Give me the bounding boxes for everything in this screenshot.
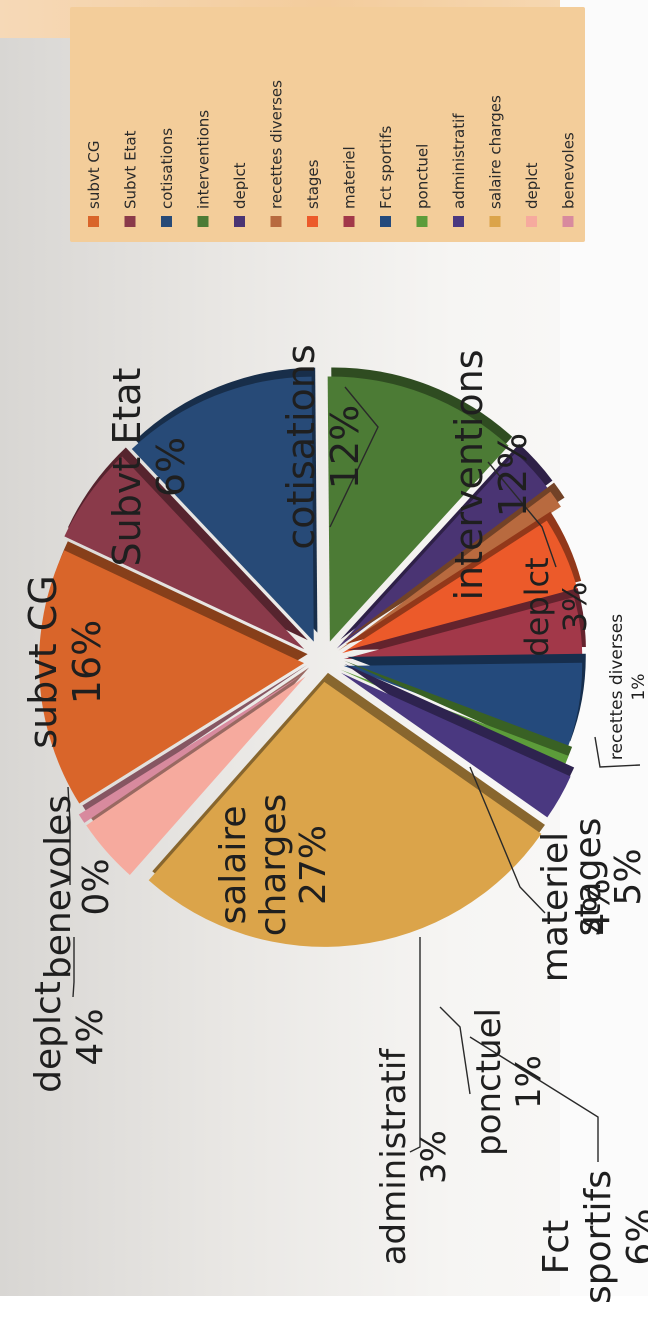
slice-label: benevoles0% [38, 795, 117, 979]
legend-swatch [270, 216, 282, 227]
slice-label: salairecharges27% [213, 794, 334, 937]
leader-line [329, 386, 379, 528]
legend-label: materiel [341, 146, 359, 209]
legend-label: Fct sportifs [377, 125, 395, 209]
slice-label: Fctsportifs6% [536, 1170, 648, 1304]
legend-label: interventions [195, 110, 213, 209]
legend-label: cotisations [158, 128, 176, 209]
legend-swatch [197, 216, 209, 227]
leader-line [439, 1006, 471, 1095]
legend-label: recettes diverses [268, 80, 286, 209]
legend-label: benevoles [560, 132, 578, 209]
leader-line [487, 461, 557, 568]
pie-slice-deplct [86, 676, 306, 875]
legend-swatch [234, 216, 245, 227]
pie-slice-stages [342, 520, 578, 654]
leader-line [409, 937, 421, 1153]
pie-slice-subvt-cg [39, 550, 305, 804]
legend-swatch [416, 216, 428, 227]
legend-label: deplct [523, 162, 541, 209]
legend-label: salaire charges [487, 95, 505, 209]
legend-swatch [453, 216, 464, 227]
slice-label: Subvt Etat6% [105, 368, 193, 567]
legend-swatch [489, 216, 501, 227]
leader-line [469, 766, 546, 914]
slice-label: administratif3% [374, 1048, 454, 1266]
pie-slice-salaire-charges [148, 681, 542, 947]
legend-background [70, 7, 585, 242]
slice-label: deplct4% [28, 981, 111, 1093]
leader-line [469, 1036, 599, 1162]
legend-swatch [526, 216, 537, 227]
leader-line [67, 786, 71, 885]
legend-swatch [88, 216, 99, 227]
legend-swatch [307, 216, 318, 227]
legend-label: ponctuel [414, 144, 432, 209]
leader-lines [67, 386, 641, 1162]
pie-slice-benevoles [78, 674, 304, 823]
legend-swatch [161, 216, 172, 227]
slice-label: interventions12% [447, 349, 535, 600]
pie-slice-administratif [341, 672, 571, 818]
slice-label: materiel4% [535, 832, 618, 982]
slice-label: recettes diverses 1% [607, 614, 648, 760]
legend-label: deplct [231, 162, 249, 209]
legend-label: Subvt Etat [122, 130, 140, 209]
slice-labels: subvt CG16%Subvt Etat6% cotisations12% int… [21, 344, 648, 1304]
pie-slice-cotisations [131, 376, 314, 642]
pie-slice-depth [82, 665, 308, 814]
slice-label: stages5% [568, 818, 648, 937]
leader-line [594, 736, 641, 768]
page-bottom-edge [0, 1296, 648, 1327]
legend-label: subvt CG [85, 141, 103, 209]
slice-label: subvt CG16% [21, 575, 109, 748]
slice-label: deplct3% [518, 557, 594, 656]
pie-slice-subvt-etat [64, 456, 305, 650]
pie-slice-depth [342, 482, 565, 642]
slice-label: ponctuel1% [469, 1008, 549, 1156]
legend-label: stages [304, 159, 322, 209]
slice-label: cotisations12% [279, 344, 367, 549]
pie-slice-recettes-diverses [338, 491, 561, 651]
legend-swatch [343, 216, 355, 227]
legend-swatch [124, 216, 136, 227]
legend-swatch [562, 216, 574, 227]
legend-label: administratif [450, 113, 468, 209]
pie-slices [39, 367, 586, 947]
legend-swatch [380, 216, 391, 227]
chart-legend: subvt CG Subvt Etat cotisations interventio… [70, 7, 585, 242]
pie-slice-interventions [327, 376, 509, 642]
pie-slice-deplct [336, 452, 549, 649]
leader-line [72, 937, 75, 998]
pie-slice-materiel [343, 597, 583, 659]
